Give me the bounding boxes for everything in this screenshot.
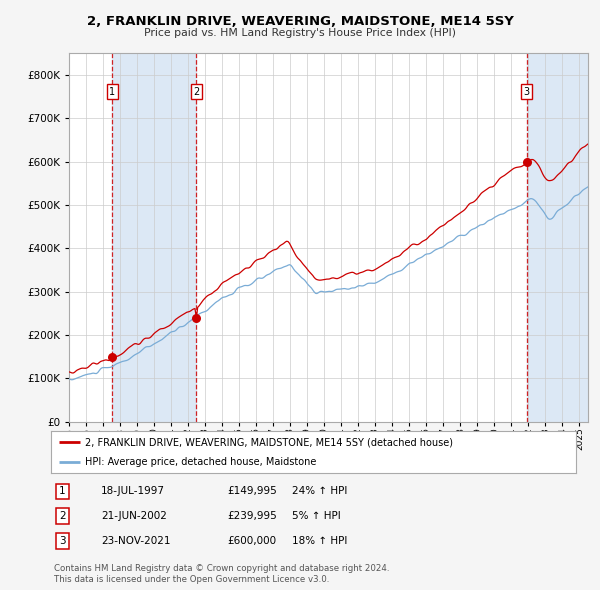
Text: 3: 3 bbox=[524, 87, 530, 97]
Text: 18% ↑ HPI: 18% ↑ HPI bbox=[293, 536, 348, 546]
Bar bbox=[112, 53, 196, 422]
Text: 2: 2 bbox=[193, 87, 199, 97]
Text: HPI: Average price, detached house, Maidstone: HPI: Average price, detached house, Maid… bbox=[85, 457, 317, 467]
Text: This data is licensed under the Open Government Licence v3.0.: This data is licensed under the Open Gov… bbox=[54, 575, 329, 584]
Text: 1: 1 bbox=[109, 87, 115, 97]
Text: 23-NOV-2021: 23-NOV-2021 bbox=[101, 536, 170, 546]
Text: 5% ↑ HPI: 5% ↑ HPI bbox=[293, 512, 341, 522]
Text: £239,995: £239,995 bbox=[227, 512, 277, 522]
Text: 2: 2 bbox=[59, 512, 66, 522]
Bar bbox=[527, 53, 588, 422]
Text: 2, FRANKLIN DRIVE, WEAVERING, MAIDSTONE, ME14 5SY: 2, FRANKLIN DRIVE, WEAVERING, MAIDSTONE,… bbox=[86, 15, 514, 28]
Text: £149,995: £149,995 bbox=[227, 487, 277, 497]
Text: 24% ↑ HPI: 24% ↑ HPI bbox=[293, 487, 348, 497]
Text: 3: 3 bbox=[59, 536, 66, 546]
Text: 1: 1 bbox=[59, 487, 66, 497]
Text: Contains HM Land Registry data © Crown copyright and database right 2024.: Contains HM Land Registry data © Crown c… bbox=[54, 564, 389, 573]
Text: 18-JUL-1997: 18-JUL-1997 bbox=[101, 487, 165, 497]
Text: 2, FRANKLIN DRIVE, WEAVERING, MAIDSTONE, ME14 5SY (detached house): 2, FRANKLIN DRIVE, WEAVERING, MAIDSTONE,… bbox=[85, 437, 453, 447]
Text: £600,000: £600,000 bbox=[227, 536, 277, 546]
Text: Price paid vs. HM Land Registry's House Price Index (HPI): Price paid vs. HM Land Registry's House … bbox=[144, 28, 456, 38]
Text: 21-JUN-2002: 21-JUN-2002 bbox=[101, 512, 167, 522]
